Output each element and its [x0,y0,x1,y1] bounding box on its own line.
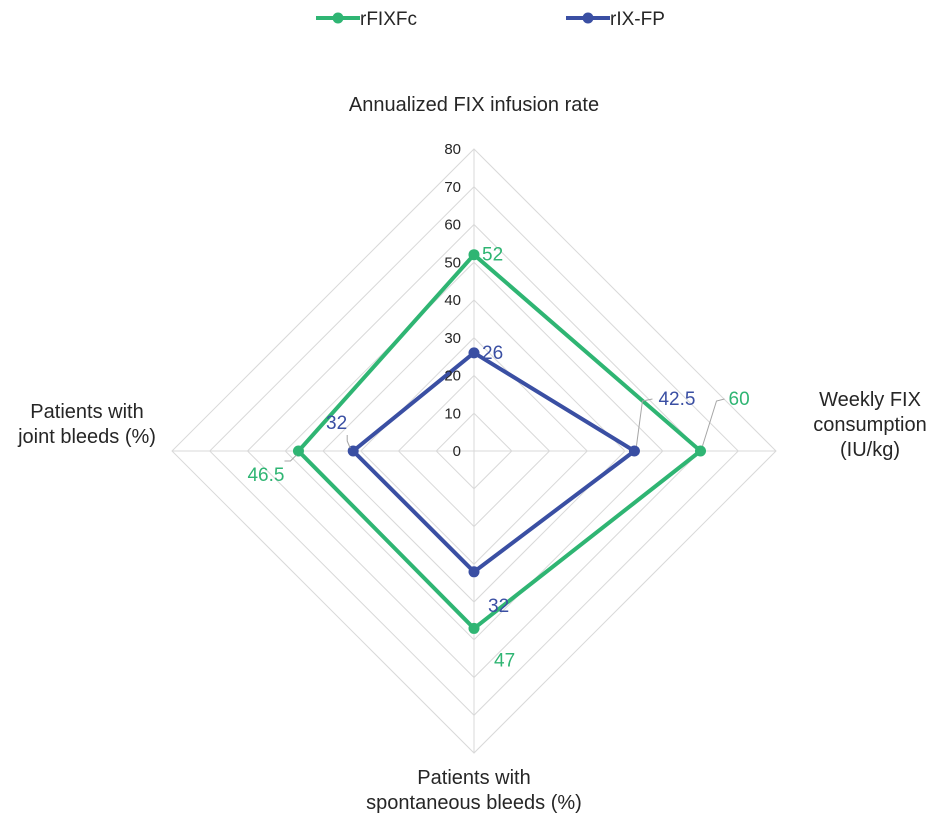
tick-label: 0 [453,443,461,460]
legend-label-rFIXFc: rFIXFc [360,9,417,30]
data-point-rIX-FP [468,566,480,578]
axis-title: Patients with spontaneous bleeds (%) [366,767,582,814]
label-leader-line [635,398,653,447]
data-point-rFIXFc [292,445,304,457]
data-point-rFIXFc [468,249,480,261]
tick-label: 80 [444,141,461,158]
data-point-rFIXFc [695,445,706,457]
data-label-rFIXFc: 47 [494,650,515,671]
data-label-rIX-FP: 42.5 [658,389,695,410]
axis-title-line: spontaneous bleeds (%) [366,792,582,814]
axis-title: Annualized FIX infusion rate [349,94,599,116]
data-label-rFIXFc: 60 [729,389,750,410]
label-leader-line [284,454,297,462]
tick-label: 40 [444,292,461,309]
radar-series [292,249,706,634]
tick-label: 30 [444,330,461,347]
label-leader-line [702,398,725,447]
tick-label: 20 [444,368,461,385]
data-label-rIX-FP: 26 [482,343,503,364]
data-point-rIX-FP [468,347,480,359]
tick-label: 60 [444,217,461,234]
legend-marker-rIX-FP [582,12,594,24]
axis-title-line: (IU/kg) [840,439,900,461]
legend-marker-rFIXFc [332,12,344,24]
axis-title-line: Weekly FIX [819,389,921,411]
data-label-rFIXFc: 46.5 [247,465,284,486]
axis-title-line: Patients with [417,767,530,789]
label-leader-line [346,435,351,449]
data-label-rFIXFc: 52 [482,245,503,266]
data-label-rIX-FP: 32 [326,413,347,434]
radar-grid [171,148,777,754]
series-line-rIX-FP [350,350,638,575]
tick-label: 50 [444,254,461,271]
axis-title: Weekly FIX consumption (IU/kg) [813,389,926,461]
axis-title-line: joint bleeds (%) [17,426,156,448]
series-line-rFIXFc [295,251,704,632]
axis-titles: Annualized FIX infusion rate Weekly FIX co… [17,94,927,814]
axis-title: Patients with joint bleeds (%) [17,401,156,448]
data-label-rIX-FP: 32 [488,596,509,617]
tick-label: 70 [444,179,461,196]
data-point-rFIXFc [468,622,480,634]
tick-label: 10 [444,405,461,422]
axis-title-line: Patients with [30,401,143,423]
radial-tick-labels: 0 10 20 30 40 50 60 70 80 [444,141,461,460]
data-point-rIX-FP [347,445,359,457]
axis-title-line: consumption [813,414,926,436]
data-labels: 52 60 47 46.5 26 42.5 32 32 [247,245,749,672]
legend: rFIXFc rIX-FP [316,9,665,30]
legend-label-rIX-FP: rIX-FP [610,9,665,30]
axis-title-line: Annualized FIX infusion rate [349,94,599,116]
data-point-rIX-FP [628,445,640,457]
